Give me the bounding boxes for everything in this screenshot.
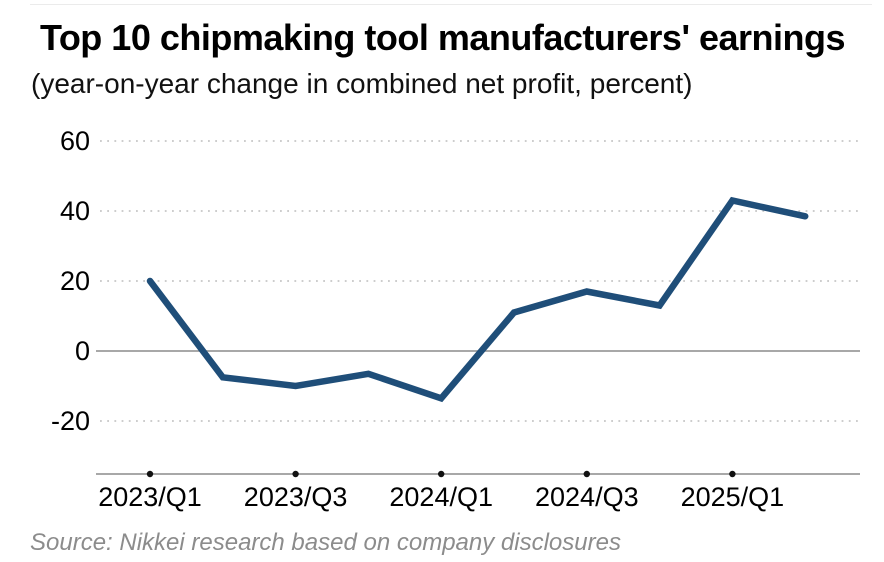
x-axis-tick-dot xyxy=(292,470,299,478)
x-axis-label: 2023/Q1 xyxy=(98,482,202,512)
source-note: Source: Nikkei research based on company… xyxy=(30,529,621,556)
x-axis-label: 2024/Q1 xyxy=(389,482,493,512)
y-axis-label: 20 xyxy=(59,266,90,296)
x-axis-tick-dot xyxy=(583,470,590,478)
y-axis-label: 60 xyxy=(59,126,90,156)
top-border-line xyxy=(30,4,872,5)
x-axis-label: 2023/Q3 xyxy=(243,482,348,512)
x-axis-tick-dot xyxy=(729,470,736,478)
x-axis-tick-dot xyxy=(438,470,445,478)
y-axis-label: 40 xyxy=(59,196,90,226)
y-axis-label: -20 xyxy=(50,406,90,436)
chart-title: Top 10 chipmaking tool manufacturers' ea… xyxy=(40,17,846,58)
x-axis-label: 2024/Q3 xyxy=(535,482,639,512)
earnings-line-series xyxy=(146,196,809,403)
y-axis-label: 0 xyxy=(74,336,90,366)
chart-subtitle: (year-on-year change in combined net pro… xyxy=(31,68,693,99)
x-axis-label: 2025/Q1 xyxy=(680,482,785,512)
x-axis-tick-dot xyxy=(146,470,154,478)
